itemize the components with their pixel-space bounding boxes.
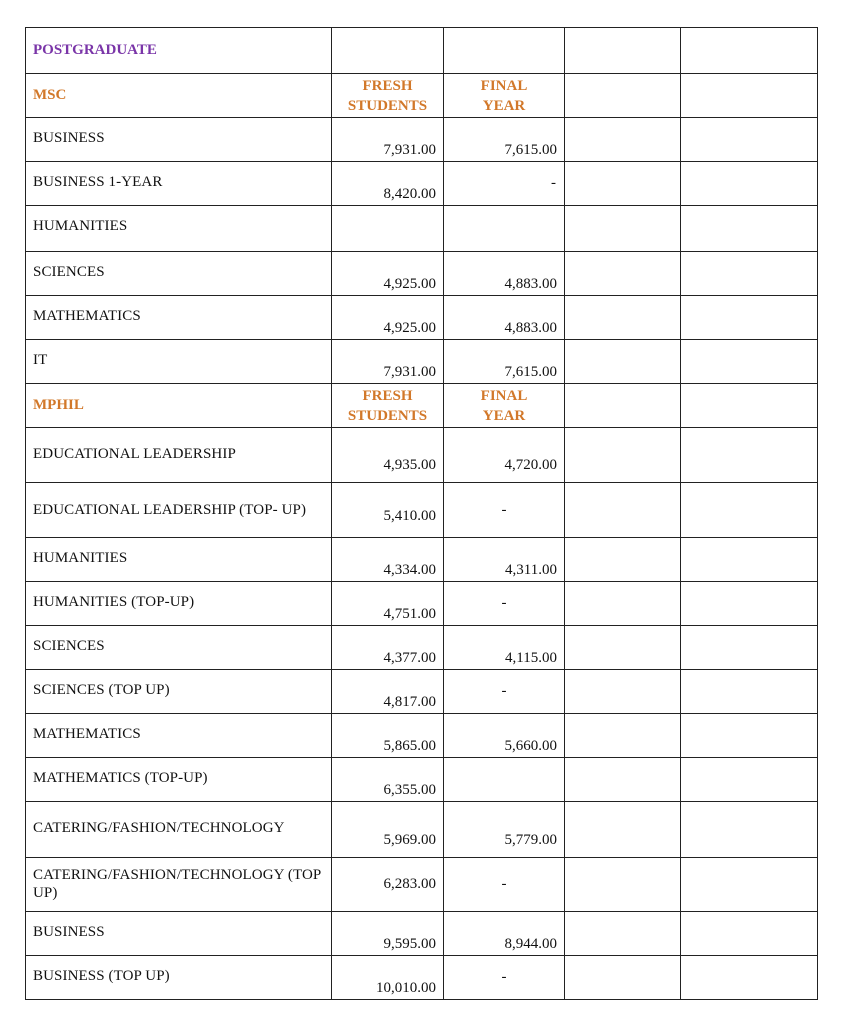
fresh-fee: 10,010.00 bbox=[331, 955, 444, 1000]
fresh-fee: 7,931.00 bbox=[331, 339, 444, 384]
final-fee: 4,115.00 bbox=[443, 625, 565, 670]
section-label-msc: MSC bbox=[25, 73, 332, 118]
final-fee: - bbox=[443, 857, 565, 912]
table-row: EDUCATIONAL LEADERSHIP 4,935.00 4,720.00 bbox=[25, 427, 818, 483]
final-fee: - bbox=[443, 161, 565, 206]
final-fee: 4,883.00 bbox=[443, 251, 565, 296]
column-header-final: FINAL YEAR bbox=[443, 383, 565, 428]
fresh-fee: 7,931.00 bbox=[331, 117, 444, 162]
table-row: HUMANITIES (TOP-UP) 4,751.00 - bbox=[25, 581, 818, 626]
fresh-fee: 4,935.00 bbox=[331, 427, 444, 483]
program-name: SCIENCES bbox=[25, 625, 332, 670]
program-name: MATHEMATICS bbox=[25, 295, 332, 340]
final-fee bbox=[443, 757, 565, 802]
table-row: MATHEMATICS 5,865.00 5,660.00 bbox=[25, 713, 818, 758]
fresh-fee: 4,334.00 bbox=[331, 537, 444, 582]
fresh-fee: 6,355.00 bbox=[331, 757, 444, 802]
final-fee bbox=[443, 205, 565, 252]
table-row: CATERING/FASHION/TECHNOLOGY 5,969.00 5,7… bbox=[25, 801, 818, 858]
fee-table: POSTGRADUATE MSC FRESH STUDENTS FINAL YEAR… bbox=[25, 27, 818, 1000]
final-fee: - bbox=[443, 581, 565, 626]
final-fee: 5,779.00 bbox=[443, 801, 565, 858]
program-name: BUSINESS 1-YEAR bbox=[25, 161, 332, 206]
program-name: BUSINESS (TOP UP) bbox=[25, 955, 332, 1000]
column-header-fresh: FRESH STUDENTS bbox=[331, 383, 444, 428]
final-fee: 4,311.00 bbox=[443, 537, 565, 582]
final-fee: 5,660.00 bbox=[443, 713, 565, 758]
fresh-fee: 4,377.00 bbox=[331, 625, 444, 670]
final-fee: - bbox=[443, 482, 565, 538]
page-title: POSTGRADUATE bbox=[25, 27, 332, 74]
column-header-final: FINAL YEAR bbox=[443, 73, 565, 118]
program-name: EDUCATIONAL LEADERSHIP (TOP- UP) bbox=[25, 482, 332, 538]
program-name: SCIENCES bbox=[25, 251, 332, 296]
program-name: MATHEMATICS (TOP-UP) bbox=[25, 757, 332, 802]
program-name: HUMANITIES bbox=[25, 537, 332, 582]
program-name: BUSINESS bbox=[25, 117, 332, 162]
table-row: POSTGRADUATE bbox=[25, 27, 818, 74]
program-name: HUMANITIES (TOP-UP) bbox=[25, 581, 332, 626]
table-row: HUMANITIES bbox=[25, 205, 818, 252]
fresh-fee: 9,595.00 bbox=[331, 911, 444, 956]
table-row: BUSINESS (TOP UP) 10,010.00 - bbox=[25, 955, 818, 1000]
program-name: SCIENCES (TOP UP) bbox=[25, 669, 332, 714]
table-row: SCIENCES 4,377.00 4,115.00 bbox=[25, 625, 818, 670]
fresh-fee: 5,865.00 bbox=[331, 713, 444, 758]
fresh-fee: 4,925.00 bbox=[331, 251, 444, 296]
final-fee: 4,720.00 bbox=[443, 427, 565, 483]
program-name: BUSINESS bbox=[25, 911, 332, 956]
table-row: MSC FRESH STUDENTS FINAL YEAR bbox=[25, 73, 818, 118]
program-name: HUMANITIES bbox=[25, 205, 332, 252]
table-row: MATHEMATICS (TOP-UP) 6,355.00 bbox=[25, 757, 818, 802]
table-row: BUSINESS 7,931.00 7,615.00 bbox=[25, 117, 818, 162]
table-row: SCIENCES (TOP UP) 4,817.00 - bbox=[25, 669, 818, 714]
table-row: BUSINESS 1-YEAR 8,420.00 - bbox=[25, 161, 818, 206]
program-name: EDUCATIONAL LEADERSHIP bbox=[25, 427, 332, 483]
final-fee: - bbox=[443, 955, 565, 1000]
program-name: IT bbox=[25, 339, 332, 384]
column-header-fresh: FRESH STUDENTS bbox=[331, 73, 444, 118]
fresh-fee: 5,969.00 bbox=[331, 801, 444, 858]
table-row: IT 7,931.00 7,615.00 bbox=[25, 339, 818, 384]
table-row: MPHIL FRESH STUDENTS FINAL YEAR bbox=[25, 383, 818, 428]
table-row: MATHEMATICS 4,925.00 4,883.00 bbox=[25, 295, 818, 340]
fresh-fee: 4,925.00 bbox=[331, 295, 444, 340]
fresh-fee: 4,817.00 bbox=[331, 669, 444, 714]
program-name: CATERING/FASHION/TECHNOLOGY bbox=[25, 801, 332, 858]
fresh-fee: 5,410.00 bbox=[331, 482, 444, 538]
table-row: SCIENCES 4,925.00 4,883.00 bbox=[25, 251, 818, 296]
table-row: BUSINESS 9,595.00 8,944.00 bbox=[25, 911, 818, 956]
final-fee: 7,615.00 bbox=[443, 117, 565, 162]
program-name: CATERING/FASHION/TECHNOLOGY (TOP UP) bbox=[25, 857, 332, 912]
final-fee: - bbox=[443, 669, 565, 714]
table-row: HUMANITIES 4,334.00 4,311.00 bbox=[25, 537, 818, 582]
final-fee: 7,615.00 bbox=[443, 339, 565, 384]
program-name: MATHEMATICS bbox=[25, 713, 332, 758]
fresh-fee: 4,751.00 bbox=[331, 581, 444, 626]
table-row: EDUCATIONAL LEADERSHIP (TOP- UP) 5,410.0… bbox=[25, 482, 818, 538]
table-row: CATERING/FASHION/TECHNOLOGY (TOP UP) 6,2… bbox=[25, 857, 818, 912]
fresh-fee: 8,420.00 bbox=[331, 161, 444, 206]
section-label-mphil: MPHIL bbox=[25, 383, 332, 428]
fresh-fee bbox=[331, 205, 444, 252]
final-fee: 8,944.00 bbox=[443, 911, 565, 956]
fresh-fee: 6,283.00 bbox=[331, 857, 444, 912]
final-fee: 4,883.00 bbox=[443, 295, 565, 340]
